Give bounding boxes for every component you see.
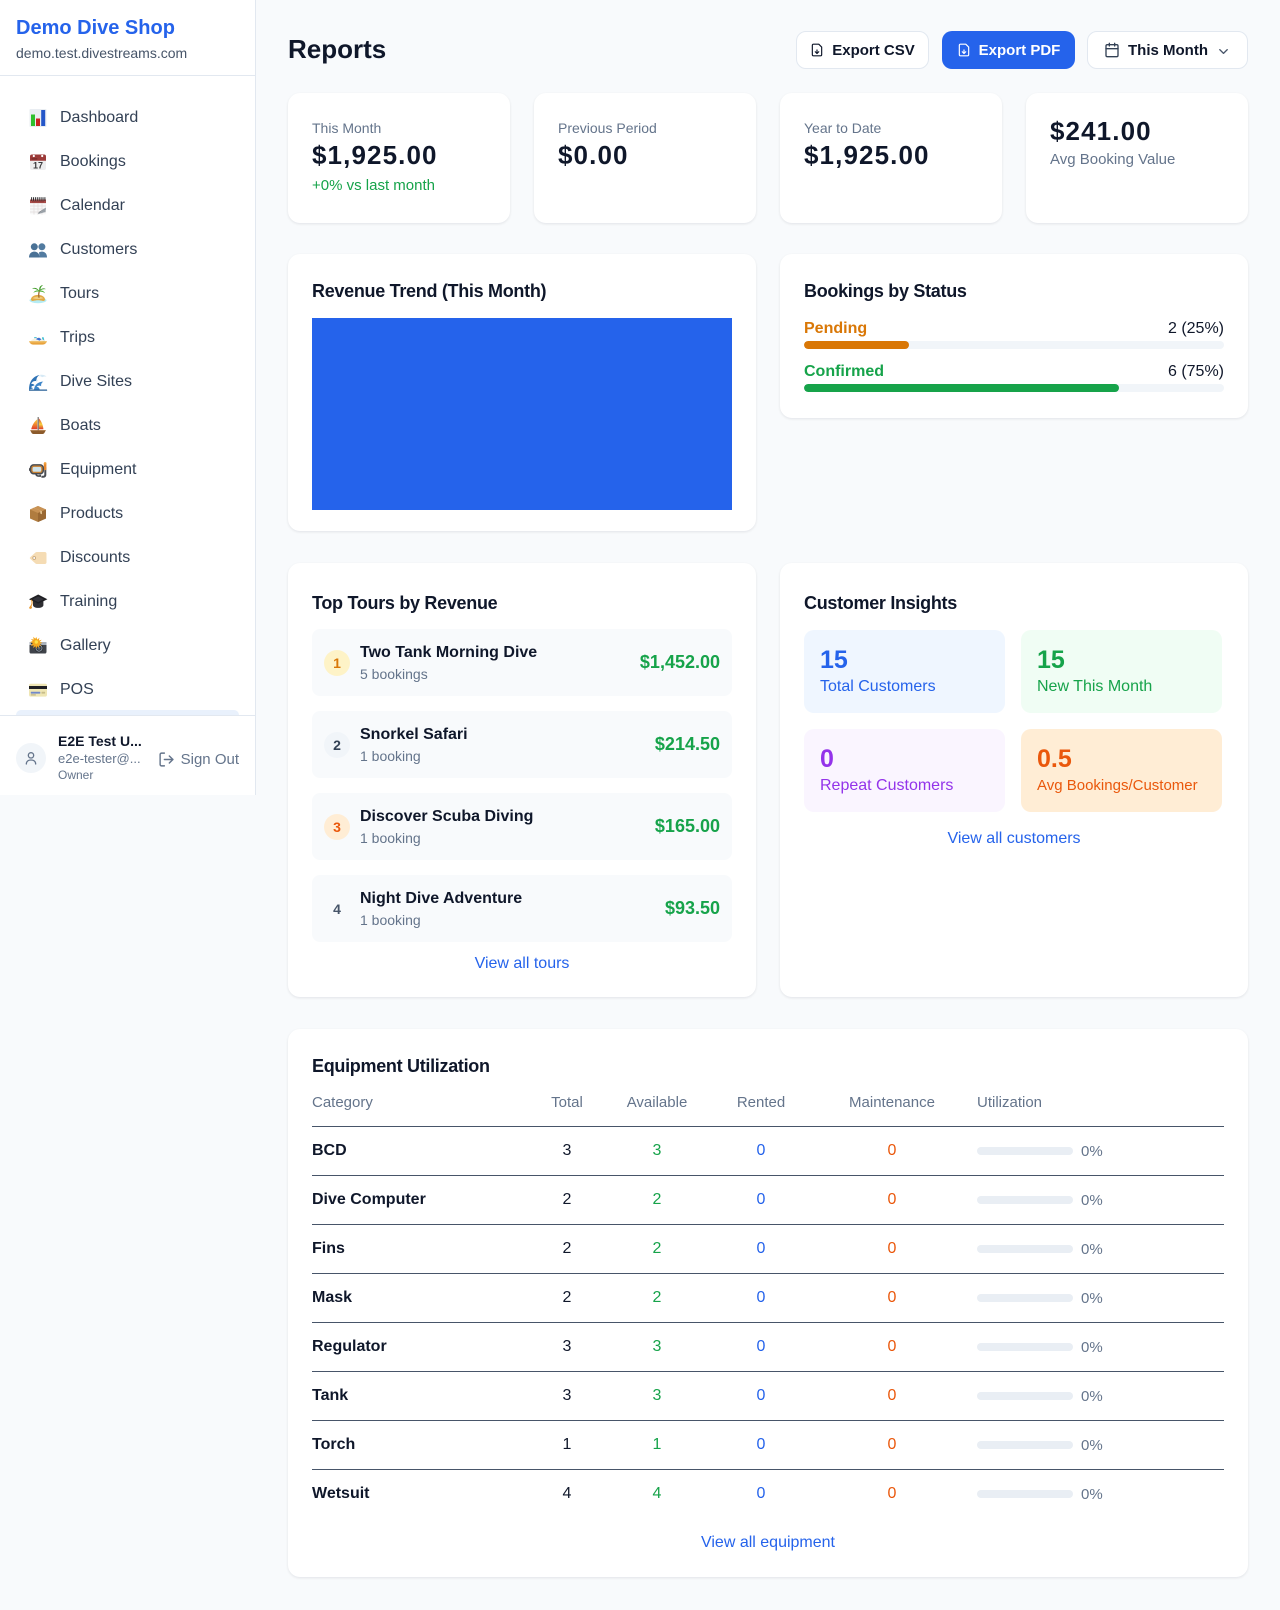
svg-text:17: 17	[33, 161, 43, 171]
